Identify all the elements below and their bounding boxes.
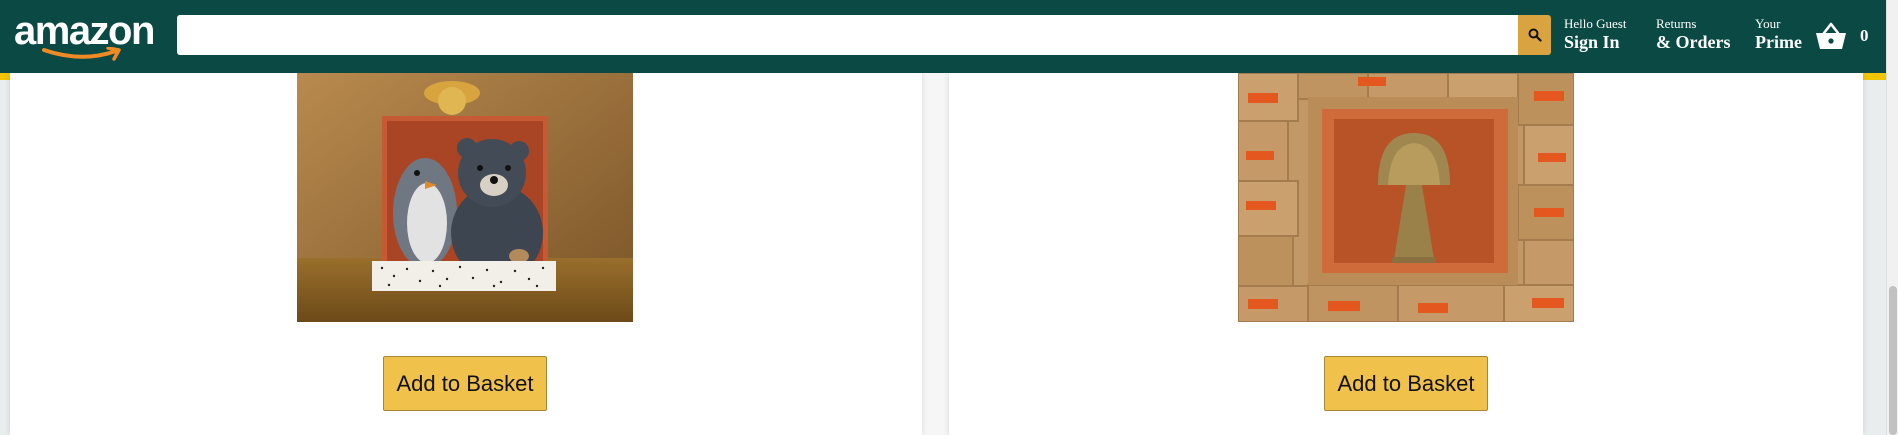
add-to-basket-button[interactable]: Add to Basket [1324,356,1488,411]
prime-your-label: Your [1755,16,1781,31]
returns-label: Returns [1656,16,1697,31]
your-prime-link[interactable]: Your Prime [1755,16,1802,53]
prime-label: Prime [1755,32,1802,52]
orders-label: & Orders [1656,32,1731,52]
accent-strip [0,73,10,80]
top-nav-bar: amazon Hello Guest Sign In Returns & Ord… [0,0,1886,73]
scrollbar-thumb[interactable] [1889,286,1897,435]
cart-count: 0 [1860,26,1869,45]
sign-in-label: Sign In [1564,32,1620,52]
accent-strip [1863,73,1886,80]
lamp-in-boxes-image [1238,73,1574,322]
amazon-logo[interactable]: amazon [14,9,155,63]
search-button[interactable] [1518,15,1551,55]
search-input[interactable] [177,15,1518,55]
returns-orders-link[interactable]: Returns & Orders [1656,16,1730,53]
logo-wordmark: amazon [14,9,155,53]
account-greeting: Hello Guest [1564,16,1627,31]
card-gutter [922,73,949,435]
account-sign-in-link[interactable]: Hello Guest Sign In [1564,16,1626,53]
product-image-plush-gift-box[interactable] [297,73,633,322]
plush-toys-gift-image [297,73,633,322]
product-card: Add to Basket [949,73,1863,435]
product-card: Add to Basket [10,73,922,435]
page-scrollbar[interactable] [1886,0,1898,435]
search-icon [1528,28,1542,42]
add-to-basket-button[interactable]: Add to Basket [383,356,547,411]
product-image-lamp-box[interactable] [1238,73,1574,322]
search-bar [177,15,1551,55]
smile-arrow-icon [42,47,121,61]
basket-icon [1816,22,1846,49]
cart-button[interactable]: 0 [1814,18,1874,54]
